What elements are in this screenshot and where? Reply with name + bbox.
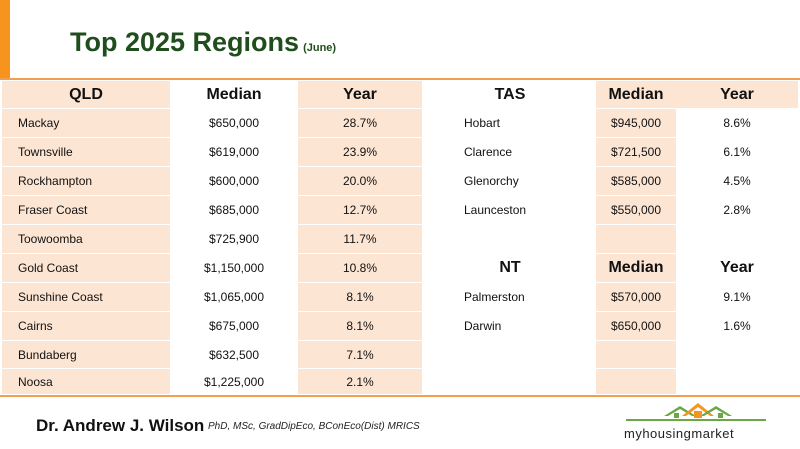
qld-row-4-region: Fraser Coast: [2, 196, 170, 224]
title-main: Top 2025 Regions: [70, 27, 300, 57]
qld-row-10-region: Noosa: [2, 369, 170, 394]
tas-row-3-median: $585,000: [596, 167, 676, 195]
tas-row-3-region: Glenorchy: [424, 167, 596, 195]
qld-header-region: QLD: [2, 81, 170, 108]
tas-row-3-year: 4.5%: [676, 167, 798, 195]
author-credentials: PhD, MSc, GradDipEco, BConEco(Dist) MRIC…: [208, 421, 420, 432]
nt-row-2-median: $650,000: [596, 312, 676, 340]
tas-row-2-year: 6.1%: [676, 138, 798, 166]
nt-header-median: Median: [596, 254, 676, 282]
nt-row-1-year: 9.1%: [676, 283, 798, 311]
tas-empty-cell: [596, 225, 676, 253]
bottom-divider: [0, 395, 800, 397]
nt-row-1-median: $570,000: [596, 283, 676, 311]
logo-text: myhousingmarket: [624, 426, 735, 441]
nt-header-year: Year: [676, 254, 798, 282]
qld-row-3-median: $600,000: [170, 167, 298, 195]
page-title: Top 2025 Regions (June): [70, 27, 336, 58]
tas-row-1-region: Hobart: [424, 109, 596, 137]
qld-row-1-year: 28.7%: [298, 109, 422, 137]
qld-row-5-median: $725,900: [170, 225, 298, 253]
qld-row-8-year: 8.1%: [298, 312, 422, 340]
qld-row-6-median: $1,150,000: [170, 254, 298, 282]
top-divider: [0, 78, 800, 80]
qld-row-9-year: 7.1%: [298, 341, 422, 368]
qld-row-6-region: Gold Coast: [2, 254, 170, 282]
qld-row-2-median: $619,000: [170, 138, 298, 166]
qld-row-7-region: Sunshine Coast: [2, 283, 170, 311]
qld-row-5-region: Toowoomba: [2, 225, 170, 253]
tas-row-1-median: $945,000: [596, 109, 676, 137]
qld-row-6-year: 10.8%: [298, 254, 422, 282]
nt-empty-cell: [596, 369, 676, 394]
nt-row-1-region: Palmerston: [424, 283, 596, 311]
qld-row-3-region: Rockhampton: [2, 167, 170, 195]
nt-row-2-region: Darwin: [424, 312, 596, 340]
nt-empty-cell: [596, 341, 676, 368]
qld-row-8-median: $675,000: [170, 312, 298, 340]
qld-row-2-year: 23.9%: [298, 138, 422, 166]
qld-row-1-region: Mackay: [2, 109, 170, 137]
tas-header-year: Year: [676, 81, 798, 108]
tas-header-median: Median: [596, 81, 676, 108]
tas-row-2-region: Clarence: [424, 138, 596, 166]
accent-bar: [0, 0, 10, 79]
brand-logo: myhousingmarket: [624, 402, 768, 444]
qld-row-4-year: 12.7%: [298, 196, 422, 224]
qld-row-3-year: 20.0%: [298, 167, 422, 195]
tas-row-1-year: 8.6%: [676, 109, 798, 137]
tas-row-4-median: $550,000: [596, 196, 676, 224]
qld-row-7-year: 8.1%: [298, 283, 422, 311]
qld-row-7-median: $1,065,000: [170, 283, 298, 311]
qld-row-2-region: Townsville: [2, 138, 170, 166]
nt-row-2-year: 1.6%: [676, 312, 798, 340]
qld-header-year: Year: [298, 81, 422, 108]
tas-header-region: TAS: [424, 81, 596, 108]
title-sub: (June): [303, 42, 337, 54]
qld-row-10-median: $1,225,000: [170, 369, 298, 394]
author-name: Dr. Andrew J. Wilson: [36, 416, 205, 435]
qld-header-median: Median: [170, 81, 298, 108]
qld-row-4-median: $685,000: [170, 196, 298, 224]
houses-icon: [626, 403, 766, 421]
qld-row-10-year: 2.1%: [298, 369, 422, 394]
qld-row-5-year: 11.7%: [298, 225, 422, 253]
qld-row-8-region: Cairns: [2, 312, 170, 340]
qld-row-9-region: Bundaberg: [2, 341, 170, 368]
tas-row-2-median: $721,500: [596, 138, 676, 166]
tas-row-4-year: 2.8%: [676, 196, 798, 224]
nt-header-region: NT: [424, 254, 596, 282]
qld-row-9-median: $632,500: [170, 341, 298, 368]
qld-row-1-median: $650,000: [170, 109, 298, 137]
tas-row-4-region: Launceston: [424, 196, 596, 224]
